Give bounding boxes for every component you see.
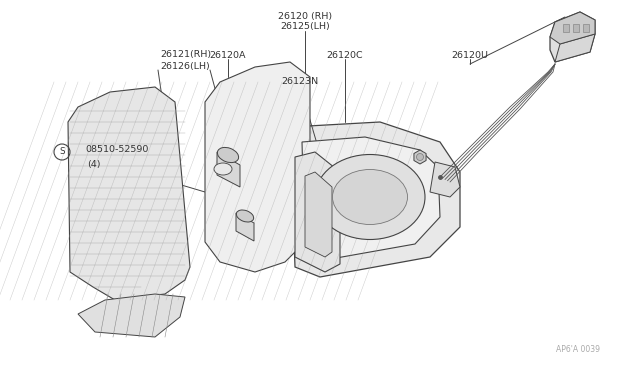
Bar bbox=[563, 24, 569, 32]
Circle shape bbox=[417, 154, 424, 160]
Polygon shape bbox=[430, 162, 460, 197]
Text: 26125(LH): 26125(LH) bbox=[280, 22, 330, 32]
Polygon shape bbox=[205, 62, 310, 272]
Text: S: S bbox=[59, 148, 65, 157]
Text: 26126(LH): 26126(LH) bbox=[160, 61, 210, 71]
Text: 08510-52590: 08510-52590 bbox=[85, 145, 148, 154]
Bar bbox=[573, 24, 579, 32]
Polygon shape bbox=[302, 137, 440, 260]
Ellipse shape bbox=[236, 210, 253, 222]
Polygon shape bbox=[305, 172, 332, 257]
Polygon shape bbox=[236, 213, 254, 241]
Ellipse shape bbox=[333, 170, 408, 224]
Polygon shape bbox=[295, 152, 340, 272]
Text: 26120 (RH): 26120 (RH) bbox=[278, 12, 332, 20]
Text: (4): (4) bbox=[87, 160, 100, 169]
Ellipse shape bbox=[214, 163, 232, 175]
Text: 26120A: 26120A bbox=[210, 51, 246, 60]
Polygon shape bbox=[555, 34, 595, 62]
Polygon shape bbox=[550, 12, 595, 62]
Text: 26123N: 26123N bbox=[282, 77, 319, 87]
Text: 26121(RH): 26121(RH) bbox=[160, 51, 211, 60]
Text: 26120C: 26120C bbox=[326, 51, 364, 60]
Polygon shape bbox=[68, 87, 190, 300]
Polygon shape bbox=[290, 122, 460, 277]
Polygon shape bbox=[550, 12, 595, 44]
Polygon shape bbox=[217, 152, 240, 187]
Ellipse shape bbox=[218, 147, 239, 163]
Polygon shape bbox=[78, 294, 185, 337]
Bar bbox=[583, 24, 589, 32]
Text: 26120U: 26120U bbox=[451, 51, 488, 60]
Ellipse shape bbox=[315, 154, 425, 240]
Text: AP6'A 0039: AP6'A 0039 bbox=[556, 346, 600, 355]
